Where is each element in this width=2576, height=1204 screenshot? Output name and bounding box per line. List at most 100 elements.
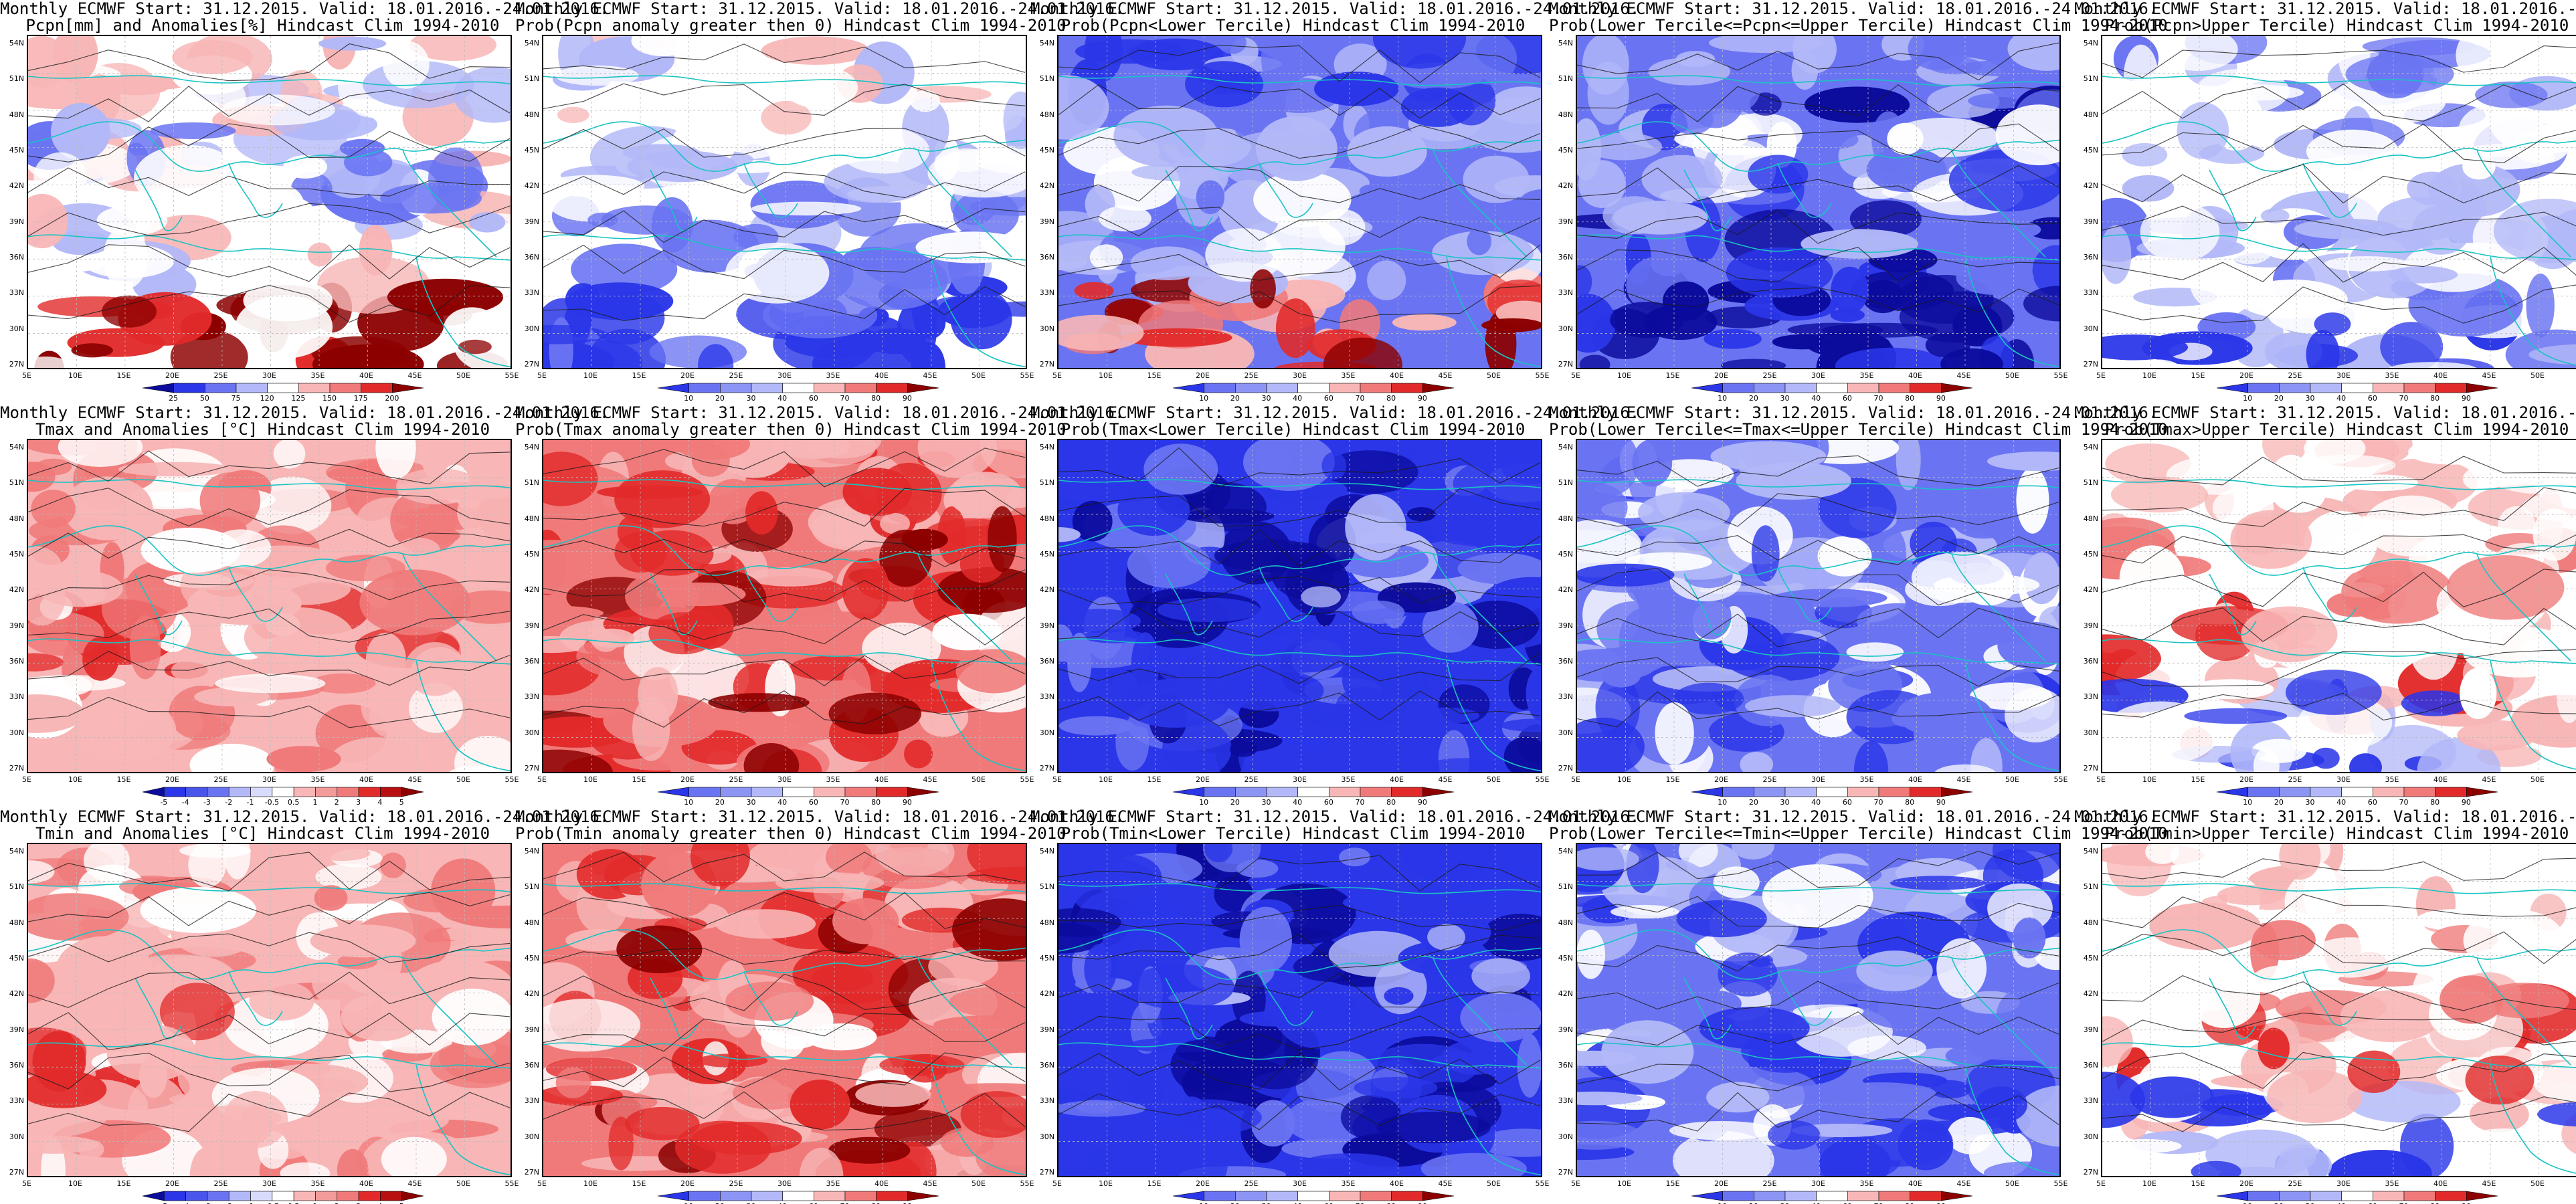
panel-title-line1: Monthly ECMWF Start: 31.12.2015. Valid: … — [2074, 807, 2576, 826]
panel-title-line1: Monthly ECMWF Start: 31.12.2015. Valid: … — [1030, 0, 1640, 18]
colorbar-label: 40 — [2328, 1202, 2355, 1204]
colorbar-label: -5 — [151, 1202, 177, 1204]
colorbar-label: 20 — [707, 1202, 733, 1204]
lon-label: 40E — [2433, 775, 2448, 784]
colorbar-swatch — [2247, 787, 2280, 797]
lat-label: 39N — [2083, 217, 2098, 226]
colorbar-swatch — [1328, 787, 1360, 797]
colorbar-label: 90 — [902, 798, 912, 807]
colorbar: 25 50 75 120 125 150 175 200 — [129, 383, 437, 404]
map-field — [28, 36, 511, 368]
lon-label: 50E — [1487, 371, 1501, 380]
colorbar-label: 90 — [2461, 394, 2471, 403]
colorbar-swatch — [2466, 787, 2498, 797]
map-field — [543, 844, 1026, 1176]
colorbar-label: -2 — [215, 1202, 242, 1204]
lon-label: 15E — [1665, 775, 1680, 784]
lat-label: 48N — [2083, 918, 2098, 927]
colorbar-label: 20 — [1748, 798, 1758, 807]
colorbar-label: 90 — [2461, 798, 2471, 807]
lat-label: 45N — [2083, 954, 2098, 963]
lon-label: 50E — [2531, 1179, 2545, 1188]
colorbar-label: 70 — [2391, 1202, 2417, 1204]
lat-label: 48N — [1558, 514, 1573, 523]
colorbar-label: 1 — [312, 798, 318, 807]
lon-label: 25E — [2288, 371, 2302, 380]
panel-title-line1: Monthly ECMWF Start: 31.12.2015. Valid: … — [2074, 0, 2576, 18]
colorbar-label: 150 — [323, 394, 337, 403]
lat-label: 42N — [9, 585, 24, 595]
lon-label: 15E — [2191, 775, 2205, 784]
lat-label: 45N — [524, 954, 539, 963]
colorbar-swatch — [875, 1191, 908, 1201]
lon-label: 55E — [1535, 371, 1550, 380]
map-panel: Monthly ECMWF Start: 31.12.2015. Valid: … — [515, 808, 1124, 1204]
lat-label: 48N — [1558, 110, 1573, 119]
lat-label: 36N — [9, 1061, 24, 1070]
colorbar-swatch — [250, 787, 272, 797]
colorbar-swatch — [163, 1191, 186, 1201]
colorbar-swatch — [657, 1191, 689, 1201]
colorbar-swatch — [2247, 1191, 2280, 1201]
colorbar-label: 10 — [675, 1202, 702, 1204]
lat-label: 33N — [1039, 288, 1054, 298]
colorbar-swatch — [657, 383, 689, 393]
lat-label: 39N — [2083, 1025, 2098, 1034]
colorbar-swatch — [1815, 787, 1848, 797]
lat-label: 45N — [524, 146, 539, 155]
colorbar-swatch — [2247, 383, 2280, 393]
lat-label: 36N — [2083, 1061, 2098, 1070]
lat-label: 27N — [524, 764, 539, 773]
lon-label: 10E — [583, 1179, 597, 1188]
panel-title-line2: Prob(Pcpn anomaly greater then 0) Hindca… — [515, 16, 1067, 35]
lon-label: 25E — [1762, 371, 1777, 380]
lon-label: 30E — [2336, 1179, 2351, 1188]
colorbar-label: 10 — [2243, 798, 2253, 807]
lon-label: 30E — [777, 371, 792, 380]
colorbar-swatch — [907, 1191, 939, 1201]
lon-label: 25E — [729, 1179, 743, 1188]
colorbar-label: 60 — [1323, 394, 1333, 403]
colorbar-swatch — [1722, 787, 1754, 797]
colorbar-strip — [1172, 383, 1454, 393]
colorbar-swatch — [781, 787, 814, 797]
colorbar-label: 30 — [746, 394, 756, 403]
colorbar-label: 60 — [808, 798, 818, 807]
lat-label: 36N — [1558, 1061, 1573, 1070]
lat-label: 27N — [1039, 360, 1054, 369]
colorbar-label: 120 — [260, 394, 274, 403]
lon-label: 20E — [680, 775, 695, 784]
lon-label: 50E — [972, 1179, 986, 1188]
colorbar-swatch — [875, 787, 908, 797]
lat-label: 54N — [1558, 847, 1573, 856]
colorbar-swatch — [1360, 1191, 1392, 1201]
lat-label: 30N — [1558, 728, 1573, 737]
lon-label: 15E — [116, 1179, 131, 1188]
panel-title-line2: Prob(Pcpn<Lower Tercile) Hindcast Clim 1… — [1061, 16, 1526, 35]
colorbar-label: 80 — [2430, 798, 2440, 807]
colorbar-label: 0.5 — [287, 798, 300, 807]
lon-label: 45E — [1956, 775, 1971, 784]
lon-label: 50E — [1487, 775, 1501, 784]
colorbar-label: 10 — [1190, 1202, 1217, 1204]
colorbar-label: 60 — [808, 394, 818, 403]
lat-label: 30N — [1039, 324, 1054, 333]
lon-label: 55E — [1020, 371, 1034, 380]
lon-label: 20E — [2239, 1179, 2253, 1188]
lat-label: 45N — [1039, 146, 1054, 155]
lon-label: 25E — [213, 775, 228, 784]
lon-label: 10E — [2142, 1179, 2156, 1188]
colorbar-label: 10 — [684, 394, 694, 403]
colorbar-swatch — [142, 787, 165, 797]
colorbar-label: -0.5 — [258, 1202, 285, 1204]
colorbar-swatch — [2372, 1191, 2404, 1201]
colorbar-swatch — [293, 1191, 316, 1201]
lat-label: 39N — [1039, 1025, 1054, 1034]
lat-label: 51N — [524, 882, 539, 892]
lon-label: 10E — [2142, 775, 2156, 784]
colorbar-label: 70 — [2399, 394, 2409, 403]
colorbar-swatch — [1328, 383, 1360, 393]
colorbar-label: 30 — [2305, 798, 2315, 807]
lat-label: 33N — [1039, 1096, 1054, 1106]
lat-label: 42N — [1039, 989, 1054, 999]
